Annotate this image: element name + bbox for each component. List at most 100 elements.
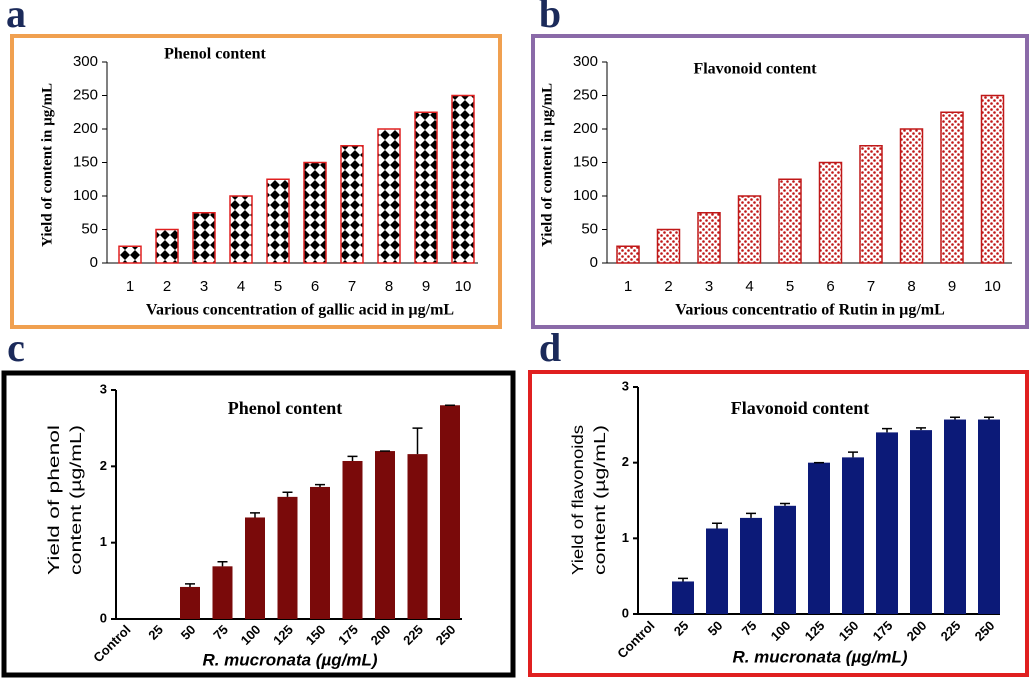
bar: [910, 430, 932, 614]
x-tick-label: 1: [126, 278, 134, 295]
error-bar: [712, 522, 722, 529]
bar: [706, 528, 728, 614]
y-axis-label: Yield of content in µg/mL: [539, 83, 555, 247]
x-axis-label: R. mucronata (µg/mL): [202, 650, 377, 669]
y-tick-label: 300: [573, 53, 598, 70]
bar: [899, 128, 924, 264]
x-tick-label: 200: [368, 622, 394, 648]
bar: [672, 581, 694, 614]
x-tick-label: 5: [786, 278, 794, 295]
x-tick-label: 8: [385, 278, 393, 295]
x-tick-label: 2: [664, 278, 672, 295]
x-tick-label: Control: [614, 618, 657, 661]
panel-frame: [531, 34, 1029, 329]
error-bar: [282, 491, 293, 497]
x-tick-label: 9: [948, 278, 956, 295]
bar: [808, 462, 830, 614]
y-tick-label: 100: [73, 187, 98, 204]
panel-frame: [10, 34, 502, 329]
bar: [842, 457, 864, 614]
x-tick-label: 200: [904, 618, 930, 644]
error-bar: [412, 427, 423, 455]
bar: [118, 245, 142, 264]
error-bar: [217, 561, 228, 567]
x-tick-label: 3: [705, 278, 713, 295]
error-bar: [984, 416, 994, 420]
y-tick-label: 0: [100, 610, 107, 625]
y-tick-label: 1: [622, 530, 629, 545]
x-tick-label: 4: [237, 278, 245, 295]
y-tick-label: 300: [73, 53, 98, 70]
y-tick-label: 0: [90, 254, 98, 271]
panel-letter: b: [539, 0, 561, 36]
x-tick-label: 75: [739, 618, 760, 639]
x-tick-label: 3: [200, 278, 208, 295]
bar: [310, 486, 330, 619]
bar: [212, 566, 233, 619]
error-bar: [678, 577, 688, 582]
bar: [774, 505, 796, 614]
x-tick-label: 175: [335, 622, 361, 648]
x-tick-label: 175: [870, 618, 896, 644]
x-tick-label: 10: [455, 278, 472, 295]
x-tick-label: 100: [238, 622, 264, 648]
x-tick-label: 4: [745, 278, 753, 295]
chart-title: Flavonoid content: [731, 398, 870, 418]
error-bar: [950, 416, 960, 420]
x-tick-label: 10: [984, 278, 1001, 295]
x-tick-label: 75: [210, 622, 231, 643]
bar: [377, 128, 401, 264]
x-tick-label: 50: [705, 618, 726, 639]
x-tick-label: 150: [303, 622, 329, 648]
y-tick-label: 150: [73, 153, 98, 170]
x-axis-label: R. mucronata (µg/mL): [732, 647, 907, 666]
y-tick-label: 250: [573, 86, 598, 103]
error-bar: [185, 583, 195, 587]
x-tick-label: 6: [311, 278, 319, 295]
panel-frame: [1, 370, 516, 678]
y-tick-label: 250: [73, 86, 98, 103]
x-tick-label: 1: [624, 278, 632, 295]
x-tick-label: 150: [836, 618, 862, 644]
panel-frame: [528, 370, 1029, 677]
x-tick-label: Control: [90, 622, 133, 665]
y-tick-label: 0: [590, 254, 598, 271]
y-tick-label: 1: [100, 534, 107, 549]
error-bar: [780, 502, 790, 506]
bar: [192, 212, 216, 264]
y-tick-label: 3: [100, 381, 107, 396]
bar: [155, 228, 179, 264]
error-bar: [250, 512, 260, 518]
x-tick-label: 250: [433, 622, 459, 648]
bar: [451, 94, 475, 264]
bar: [697, 212, 721, 264]
panel-letter: c: [7, 325, 25, 370]
bar: [277, 496, 298, 619]
error-bar: [347, 455, 358, 461]
bar: [414, 111, 438, 264]
x-tick-label: 25: [145, 622, 166, 643]
error-bar: [848, 451, 858, 458]
bar: [375, 451, 395, 619]
bar: [778, 178, 802, 264]
y-axis-label: Yield of phenol: [46, 425, 63, 575]
bar: [342, 460, 363, 619]
x-tick-label: 125: [270, 622, 296, 648]
y-tick-label: 50: [81, 220, 98, 237]
y-tick-label: 3: [622, 378, 629, 393]
bar: [245, 517, 265, 619]
bar: [818, 161, 843, 264]
x-tick-label: 2: [163, 278, 171, 295]
chart-title: Phenol content: [164, 46, 266, 63]
bar: [940, 111, 964, 264]
bar: [229, 195, 253, 264]
bar: [859, 145, 883, 264]
chart-title: Flavonoid content: [693, 61, 817, 78]
bar: [440, 405, 460, 619]
y-tick-label: 0: [622, 605, 629, 620]
y-axis-label: content (µg/mL): [68, 425, 85, 575]
panel-letter: a: [6, 0, 26, 36]
x-tick-label: 50: [178, 622, 199, 643]
bar: [740, 517, 762, 614]
